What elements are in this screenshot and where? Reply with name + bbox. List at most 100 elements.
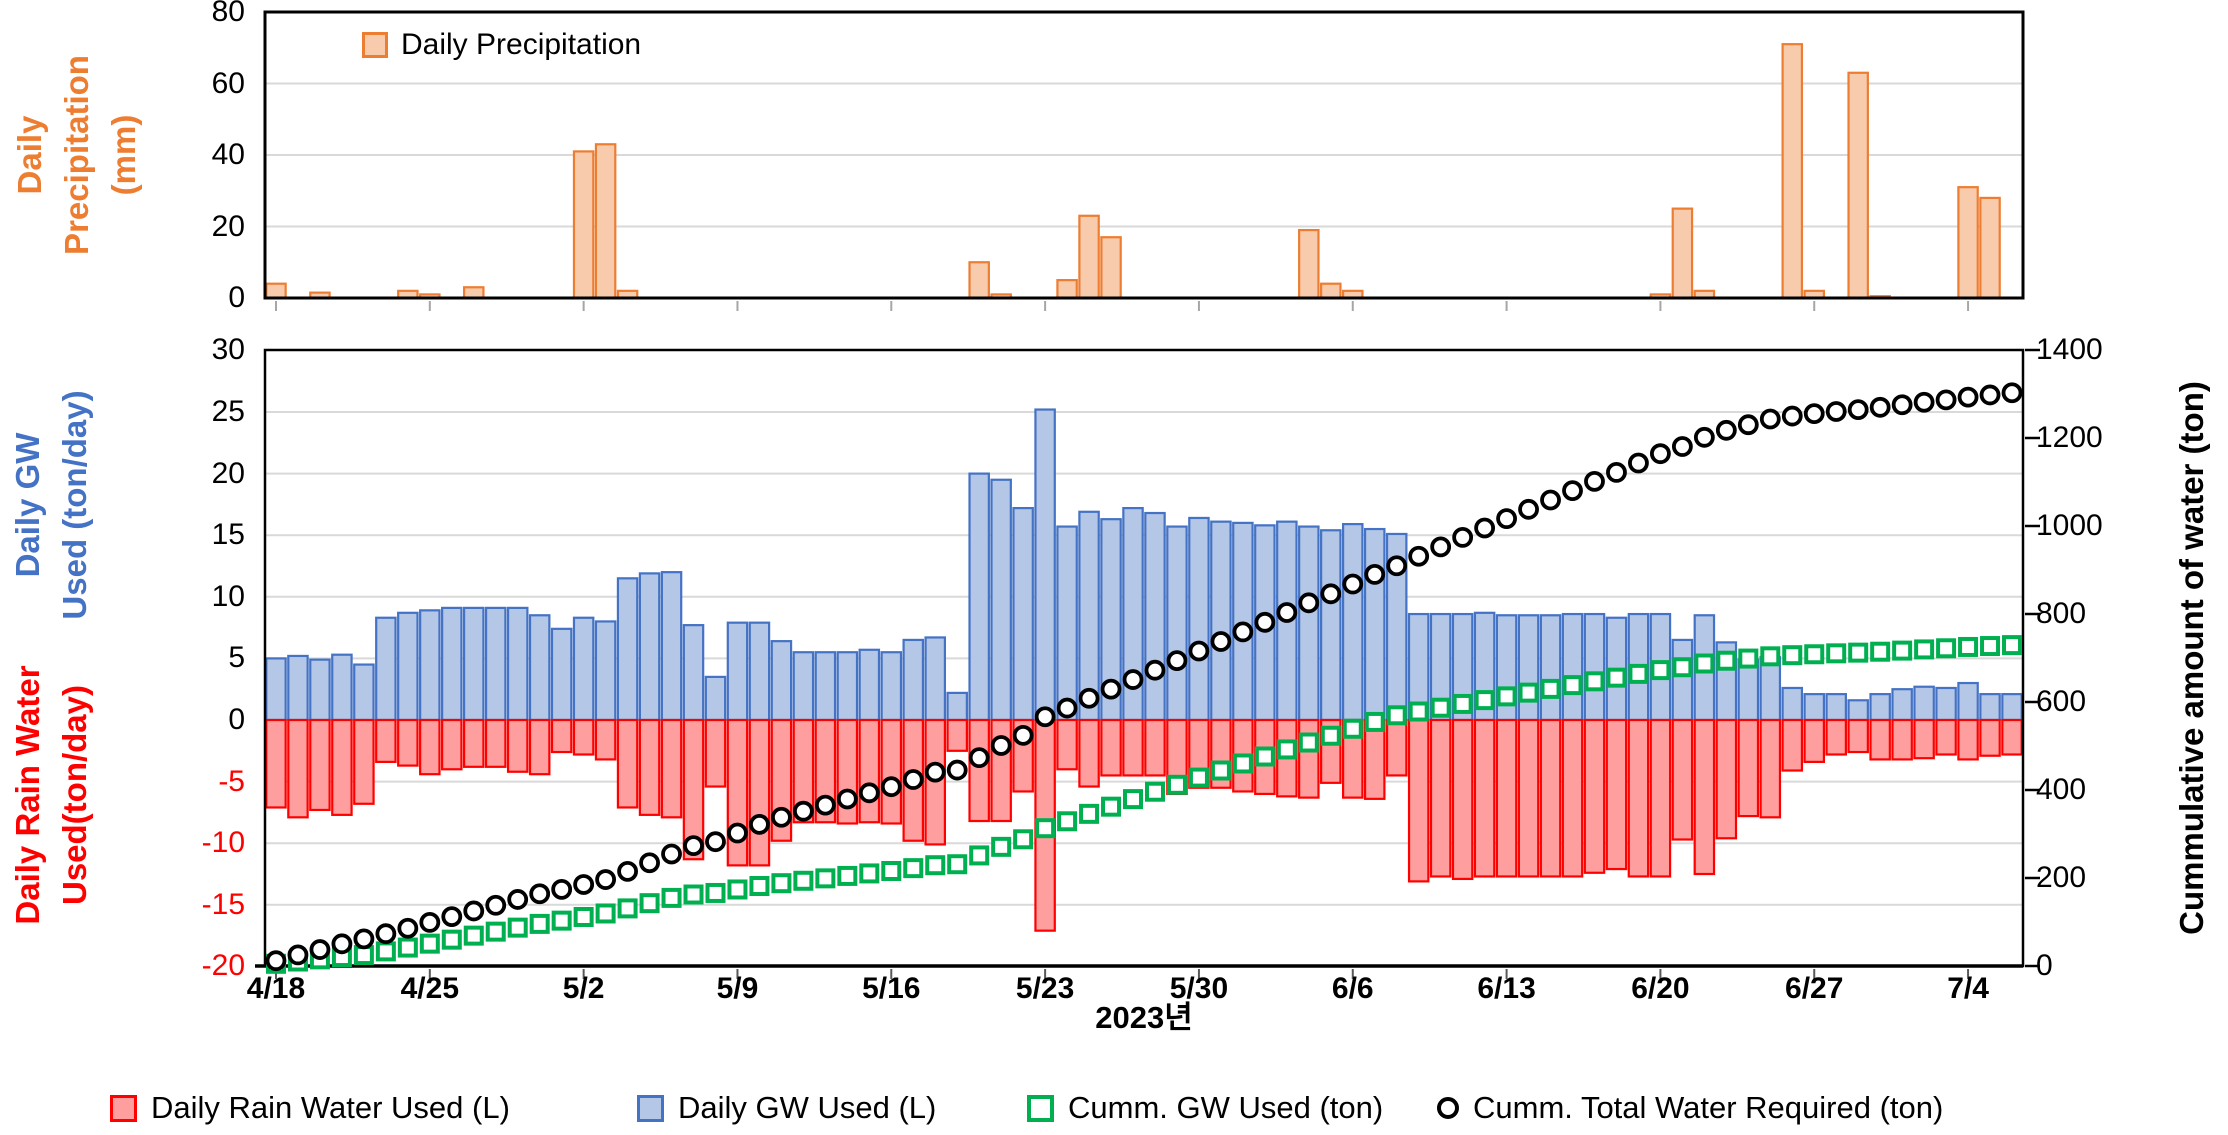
cum-total-marker [814, 794, 836, 816]
gw-bar [924, 636, 947, 722]
right-y-tick-label: 400 [2036, 773, 2087, 806]
x-tick-label: 6/6 [1331, 972, 1374, 1005]
rain-bar [1473, 718, 1496, 878]
x-tick-label: 5/16 [862, 972, 921, 1005]
right-y-tick-label: 1000 [2036, 509, 2103, 542]
x-tick-label: 5/2 [562, 972, 605, 1005]
rain-bar [1825, 718, 1847, 756]
gw-bar [506, 606, 529, 722]
rain-bar [1935, 718, 1957, 756]
gw-bar [1781, 686, 1804, 722]
cum-total-marker [1562, 480, 1583, 502]
cum-total-marker [749, 813, 770, 835]
rain-bar [1759, 718, 1782, 819]
cum-total-marker [705, 831, 726, 853]
cum-total-marker [1650, 443, 1671, 465]
gw-bar [572, 616, 595, 722]
rain-bar [1957, 718, 1979, 761]
cum-total-marker [1606, 462, 1627, 483]
cum-total-marker [1188, 640, 1210, 662]
cum-gw-marker [705, 882, 726, 903]
cum-total-marker [1452, 526, 1474, 548]
cum-total-marker [2001, 382, 2023, 404]
legend-item-rain: Daily Rain Water Used (L) [110, 1088, 510, 1128]
gw-bar [1759, 656, 1782, 722]
gw-bar [946, 691, 968, 722]
gw-bar [2001, 693, 2023, 722]
rain-bar [1583, 718, 1606, 874]
x-tick-label: 5/9 [716, 972, 759, 1005]
precip-y-tick-label: 20 [211, 209, 245, 243]
cum-gw-marker [1694, 653, 1715, 674]
gw-bar [441, 606, 463, 722]
rain-bar [1803, 718, 1826, 763]
cum-total-marker [1825, 401, 1847, 422]
cum-gw-marker [1035, 818, 1056, 839]
rain-bar [1891, 718, 1913, 761]
rain-bar [419, 718, 441, 776]
main-y-tick-label: 30 [211, 333, 245, 367]
legend-item-cum-gw: Cumm. GW Used (ton) [1027, 1088, 1383, 1128]
precip-axis-title-line3: (mm) [105, 114, 142, 196]
legend-item-cum-gw-label: Cumm. GW Used (ton) [1068, 1090, 1384, 1125]
main-y-tick-label: 25 [211, 395, 245, 428]
gw-bar [1056, 525, 1078, 722]
main-y-tick-label: 5 [228, 641, 245, 675]
cum-total-marker [1474, 517, 1496, 539]
rain-bar [594, 718, 617, 761]
cum-total-marker [1122, 669, 1144, 690]
main-y-tick-label: 20 [211, 456, 245, 490]
cum-gw-marker [661, 887, 682, 908]
cum-total-marker [1386, 555, 1408, 577]
right-y-tick-label: 800 [2036, 597, 2087, 630]
cum-gw-marker [1914, 639, 1935, 660]
cum-gw-marker [1474, 690, 1495, 711]
cum-total-marker [1100, 678, 1122, 700]
cum-total-marker [287, 944, 309, 966]
rain-bar [309, 718, 331, 812]
gw-bar [1341, 523, 1364, 722]
gw-bar [1188, 516, 1210, 722]
cum-gw-marker [397, 937, 418, 958]
gw-bar [1210, 520, 1232, 722]
precip-plot-border [263, 10, 2025, 300]
right-y-tick-label: 200 [2036, 861, 2087, 894]
cum-total-marker [1759, 408, 1781, 430]
cum-gw-legend-swatch-icon [1027, 1094, 1054, 1122]
gw-bar [1539, 614, 1562, 722]
rain-bar [1561, 718, 1584, 878]
rain-bar [287, 718, 309, 819]
cum-gw-marker [947, 854, 968, 875]
cum-total-marker [1737, 414, 1759, 436]
rain-bar [375, 718, 397, 763]
rain-legend-swatch-icon [110, 1094, 137, 1122]
cum-gw-marker [815, 868, 836, 889]
rain-bar [528, 718, 551, 776]
cum-gw-marker [441, 929, 462, 950]
cum-total-marker [309, 939, 331, 960]
rain-bar [638, 718, 661, 816]
rain-bar [1298, 718, 1320, 799]
cum-total-marker [1210, 631, 1232, 652]
rain-bar [1693, 718, 1716, 876]
cum-total-marker [1803, 403, 1825, 425]
rain-bar [682, 718, 705, 861]
rain-bar [1144, 718, 1166, 777]
cum-total-marker [1957, 386, 1979, 408]
cum-gw-marker [617, 898, 638, 919]
right-y-tick-label: 1400 [2036, 333, 2103, 366]
cum-total-marker [1298, 592, 1320, 614]
rain-bar [946, 718, 968, 752]
rain-bar [265, 718, 287, 809]
x-tick-label: 7/4 [1947, 972, 1989, 1005]
gw-bar [858, 648, 881, 722]
cum-total-marker [1496, 508, 1517, 530]
x-tick-label: 6/13 [1477, 972, 1536, 1005]
gw-legend-swatch-icon [637, 1094, 664, 1122]
gw-bar [616, 577, 639, 722]
gw-bar [1298, 525, 1320, 722]
rain-bar [1385, 718, 1408, 777]
main-y-tick-label: -15 [201, 887, 245, 921]
cum-total-marker [639, 852, 660, 874]
